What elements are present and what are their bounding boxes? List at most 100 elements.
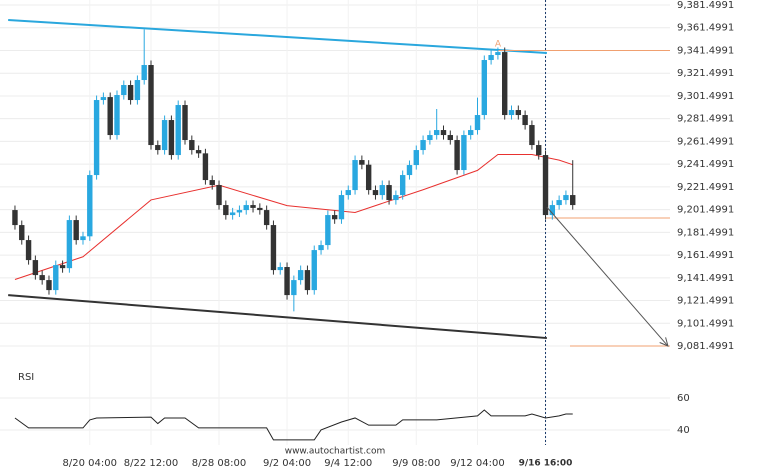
y-tick-label: 9,301.4991 [677,91,734,102]
forecast-arrow [546,206,669,347]
rsi-tick-label: 60 [677,393,690,404]
candle-body [495,52,501,56]
rsi-tick-label: 40 [677,425,690,436]
candle-body [202,153,209,181]
candle-body [331,215,338,220]
candle-body [46,280,52,291]
candle-body [270,225,277,271]
y-tick-label: 9,081.4991 [677,341,734,352]
candle-body [522,115,528,126]
candle-body [427,135,433,141]
candle-body [433,130,440,136]
candle-body [39,275,45,281]
x-tick-label: 9/2 04:00 [263,458,311,469]
candle-body [365,164,372,191]
candle-body [542,155,549,216]
y-tick-label: 9,361.4991 [677,23,734,34]
candle-body [474,115,481,131]
candle-body [182,105,188,141]
y-tick-label: 9,141.4991 [677,273,734,284]
candle-body [25,240,32,261]
candle-body [529,125,535,146]
candle-body [508,110,515,116]
candle-body [32,260,39,276]
candle-body [216,185,222,206]
candle-body [66,220,73,269]
candle-body [311,250,317,291]
candle-body [372,190,379,196]
y-tick-label: 9,201.4991 [677,205,734,216]
candle-body [549,205,556,216]
candle-body [277,267,283,271]
candle-body [570,195,576,206]
candle-body [440,130,447,136]
candle-body [257,207,263,211]
candle-body [481,60,488,116]
y-tick-label: 9,341.4991 [677,45,734,56]
candle-body [195,150,202,154]
y-tick-label: 9,121.4991 [677,296,734,307]
x-tick-label: 9/12 04:00 [450,458,504,469]
candle-body [447,135,453,141]
candle-body [420,140,426,151]
rsi-line [14,409,573,441]
candle-body [121,85,127,96]
y-tick-label: 9,241.4991 [677,159,734,170]
candle-body [325,215,331,246]
rsi-label: RSI [18,372,34,383]
candle-body [80,236,86,241]
annotation: A [495,40,502,50]
candle-body [318,245,324,251]
candle-body [454,140,460,171]
candle-body [461,135,467,171]
candle-body [148,65,154,146]
y-tick-label: 9,261.4991 [677,136,734,147]
candle-body [236,210,243,213]
x-tick-label: 9/16 16:00 [519,459,573,469]
candle-body [175,105,181,156]
y-tick-label: 9,321.4991 [677,68,734,79]
candle-body [556,200,562,206]
candle-body [93,100,100,176]
candle-body [352,160,358,191]
candle-body [406,165,413,176]
footer: www.autochartist.com [285,447,386,457]
candle-body [250,205,256,208]
x-tick-label: 8/20 04:00 [63,458,117,469]
arrow-head [659,337,669,347]
trendline [8,294,547,340]
candle-body [284,267,290,296]
candle-body [161,120,168,151]
candle-body [100,97,107,101]
candle-body [155,145,161,151]
candle-body [209,180,215,186]
x-tick-label: 9/9 08:00 [392,458,440,469]
candle-body [413,150,419,166]
candle-body [223,205,229,216]
candle-body [379,185,385,196]
candle-body [359,160,365,165]
candle-body [107,97,113,136]
candle-body [168,120,175,156]
trendline [8,19,547,54]
candle-body [114,95,120,136]
candle-body [73,220,79,241]
candle-body [515,110,522,116]
candle-body [536,145,542,156]
candle-body [127,85,134,101]
y-tick-label: 9,381.4991 [677,0,734,11]
candle-body [263,210,270,226]
candle-body [134,80,141,101]
candle-body [502,52,508,116]
x-tick-label: 8/22 12:00 [124,458,178,469]
candle-body [243,205,249,211]
candle-body [297,270,304,281]
x-tick-label: 8/28 08:00 [192,458,246,469]
y-tick-label: 9,101.4991 [677,318,734,329]
candle-body [189,140,195,151]
candle-body [141,65,147,81]
candle-body [87,175,93,237]
y-tick-label: 9,221.4991 [677,182,734,193]
candle-body [468,130,474,136]
